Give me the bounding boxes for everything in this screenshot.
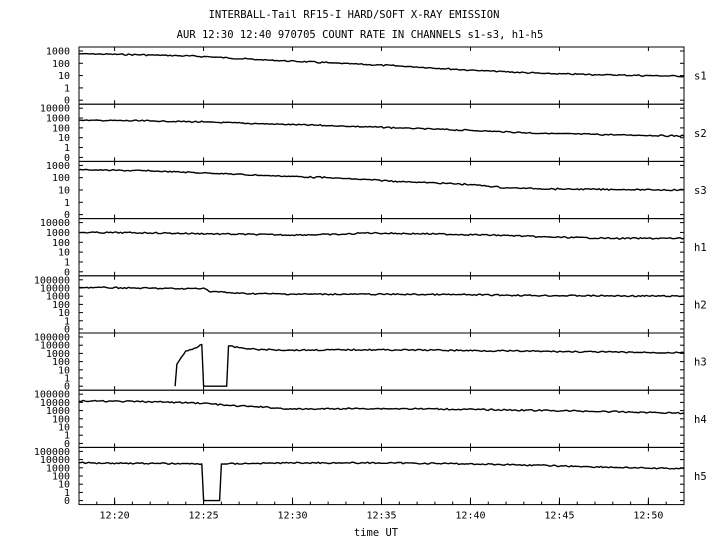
y-tick-label: 10000 [40, 398, 70, 409]
y-tick-label: 0 [64, 496, 70, 507]
y-tick-label: 10 [58, 365, 70, 376]
x-tick-label: 12:50 [633, 511, 663, 522]
y-tick-label: 100 [52, 59, 70, 70]
y-tick-label: 1000 [46, 463, 70, 474]
series-line-h5 [78, 461, 685, 502]
channel-label-s3: s3 [694, 185, 707, 197]
y-tick-label: 100000 [34, 447, 70, 458]
y-tick-label: 1 [64, 316, 70, 327]
x-tick-label: 12:20 [100, 511, 130, 522]
y-tick-label: 1000 [46, 349, 70, 360]
channel-label-h3: h3 [694, 357, 707, 369]
series-line-h4 [78, 399, 685, 415]
y-tick-label: 100 [52, 357, 70, 368]
y-tick-label: 10000 [40, 341, 70, 352]
y-tick-label: 100000 [34, 333, 70, 344]
y-tick-label: 100 [52, 123, 70, 134]
y-tick-label: 1000 [46, 228, 70, 239]
y-tick-label: 1 [64, 83, 70, 94]
y-tick-label: 1 [64, 143, 70, 154]
panel-frame-s3 [78, 160, 685, 220]
panel-frame-h5 [78, 446, 685, 506]
channel-label-s1: s1 [694, 71, 707, 83]
y-tick-label: 10 [58, 71, 70, 82]
y-tick-label: 10 [58, 248, 70, 259]
channel-label-h4: h4 [694, 414, 707, 426]
y-tick-label: 1000 [46, 161, 70, 172]
y-tick-label: 100000 [34, 390, 70, 401]
y-tick-label: 10 [58, 133, 70, 144]
y-tick-label: 1 [64, 257, 70, 268]
y-tick-label: 10000 [40, 455, 70, 466]
y-tick-label: 100000 [34, 275, 70, 286]
y-tick-label: 10000 [40, 104, 70, 115]
x-tick-label: 12:25 [189, 511, 219, 522]
y-tick-label: 100 [52, 238, 70, 249]
y-tick-label: 10000 [40, 284, 70, 295]
y-tick-label: 1000 [46, 47, 70, 58]
y-tick-label: 0 [64, 439, 70, 450]
x-tick-label: 12:30 [277, 511, 307, 522]
x-tick-label: 12:35 [366, 511, 396, 522]
channel-label-h2: h2 [694, 299, 707, 311]
channel-label-h1: h1 [694, 242, 707, 254]
y-tick-label: 1 [64, 431, 70, 442]
x-tick-label: 12:45 [544, 511, 574, 522]
series-line-s2 [79, 119, 685, 138]
x-axis-ticks: 12:20 12:25 12:30 12:35 12:40 12:45 12:50 [78, 497, 685, 522]
y-tick-label: 0 [64, 382, 70, 393]
y-tick-label: 1000 [46, 114, 70, 125]
series-line-s3 [78, 168, 685, 192]
panel-frame-h3 [78, 332, 685, 391]
y-tick-label: 0 [64, 96, 70, 107]
y-tick-label: 0 [64, 325, 70, 336]
y-tick-label: 100 [52, 472, 70, 483]
y-tick-label: 1 [64, 198, 70, 209]
y-tick-label: 1 [64, 488, 70, 499]
channel-label-h5: h5 [694, 471, 707, 483]
panel-frame-h1 [78, 218, 685, 277]
y-tick-label: 10 [58, 423, 70, 434]
y-tick-label: 1 [64, 374, 70, 385]
panel-frame-h4 [78, 389, 685, 448]
y-tick-label: 100 [52, 300, 70, 311]
y-tick-label: 10000 [40, 218, 70, 229]
chart-subtitle: AUR 12:30 12:40 970705 COUNT RATE IN CHA… [177, 29, 544, 41]
series-line-h3 [174, 343, 685, 387]
y-tick-label: 100 [52, 173, 70, 184]
x-axis-label: time UT [354, 527, 399, 539]
y-tick-label: 0 [64, 267, 70, 278]
y-tick-label: 10 [58, 480, 70, 491]
x-tick-label: 12:40 [455, 511, 485, 522]
y-tick-label: 0 [64, 210, 70, 221]
panel-frame-h2 [78, 275, 685, 334]
series-line-s1 [78, 52, 685, 78]
chart-title: INTERBALL-Tail RF15-I HARD/SOFT X-RAY EM… [209, 9, 500, 21]
y-tick-label: 10 [58, 308, 70, 319]
y-tick-label: 1000 [46, 406, 70, 417]
y-tick-label: 0 [64, 153, 70, 164]
panels-group: 10001001010s11000010001001010s2100010010… [34, 46, 707, 507]
series-line-h2 [78, 286, 685, 298]
channel-label-s2: s2 [694, 128, 707, 140]
y-tick-label: 1000 [46, 292, 70, 303]
series-line-h1 [78, 231, 685, 240]
panel-frame-s2 [78, 103, 685, 162]
y-tick-label: 100 [52, 414, 70, 425]
y-tick-label: 10 [58, 186, 70, 197]
